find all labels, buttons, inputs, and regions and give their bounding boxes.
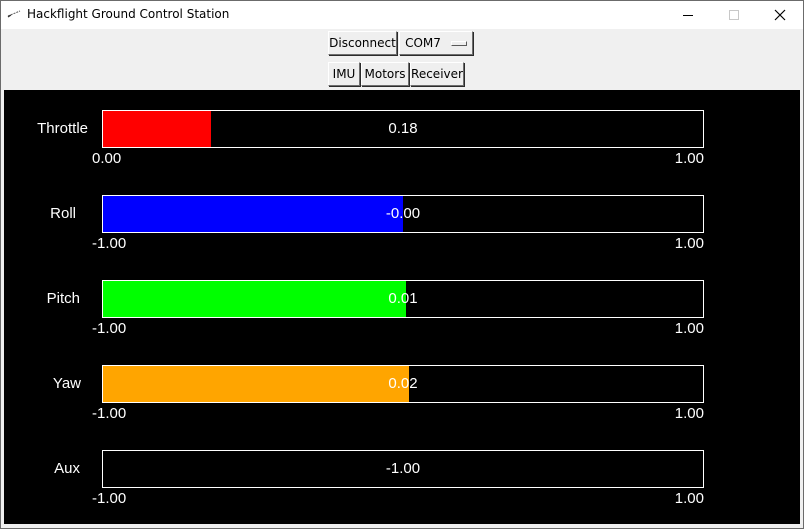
channel-min-aux: -1.00: [92, 490, 127, 507]
channel-label-roll: Roll: [50, 205, 76, 222]
channel-value-roll: -0.00: [385, 205, 421, 222]
close-icon: [774, 9, 786, 21]
channel-label-throttle: Throttle: [37, 120, 88, 137]
channel-min-yaw: -1.00: [92, 405, 127, 422]
channel-fill-roll: [103, 196, 403, 232]
channel-label-aux: Aux: [54, 460, 80, 477]
minimize-icon: [683, 15, 693, 16]
window-title: Hackflight Ground Control Station: [27, 7, 230, 21]
tab-motors[interactable]: Motors: [361, 62, 409, 86]
tab-imu[interactable]: IMU: [328, 62, 360, 86]
channel-fill-pitch: [103, 281, 406, 317]
channel-bar-roll: -0.00: [102, 195, 704, 233]
channel-max-yaw: 1.00: [674, 405, 704, 422]
channel-min-throttle: 0.00: [92, 150, 122, 167]
toolbar: Disconnect COM7 IMU Motors Receiver: [1, 29, 803, 89]
channel-min-roll: -1.00: [92, 235, 127, 252]
receiver-panel: Throttle 0.18 0.00 1.00 Roll -0.00 -1.00…: [4, 90, 800, 524]
channel-max-aux: 1.00: [674, 490, 704, 507]
channel-value-pitch: 0.01: [388, 290, 418, 307]
channel-max-roll: 1.00: [674, 235, 704, 252]
channel-fill-throttle: [103, 111, 211, 147]
feather-icon: [7, 10, 21, 18]
channel-max-throttle: 1.00: [674, 150, 704, 167]
dropdown-indicator-icon: [450, 40, 467, 46]
channel-value-yaw: 0.02: [388, 375, 418, 392]
channel-bar-throttle: 0.18: [102, 110, 704, 148]
port-selected-value: COM7: [405, 36, 441, 50]
channel-label-yaw: Yaw: [52, 375, 81, 392]
close-button[interactable]: [757, 1, 803, 29]
channel-label-pitch: Pitch: [46, 290, 80, 307]
channel-bar-pitch: 0.01: [102, 280, 704, 318]
channel-bar-aux: -1.00: [102, 450, 704, 488]
title-bar[interactable]: Hackflight Ground Control Station: [1, 1, 803, 29]
channel-bar-yaw: 0.02: [102, 365, 704, 403]
port-select[interactable]: COM7: [399, 31, 473, 55]
maximize-icon: [729, 10, 739, 20]
channel-value-aux: -1.00: [385, 460, 421, 477]
channel-fill-yaw: [103, 366, 409, 402]
minimize-button[interactable]: [665, 1, 711, 29]
channel-max-pitch: 1.00: [674, 320, 704, 337]
channel-value-throttle: 0.18: [388, 120, 418, 137]
maximize-button[interactable]: [711, 1, 757, 29]
disconnect-button[interactable]: Disconnect: [328, 31, 397, 55]
tab-receiver[interactable]: Receiver: [410, 62, 464, 86]
channel-min-pitch: -1.00: [92, 320, 127, 337]
